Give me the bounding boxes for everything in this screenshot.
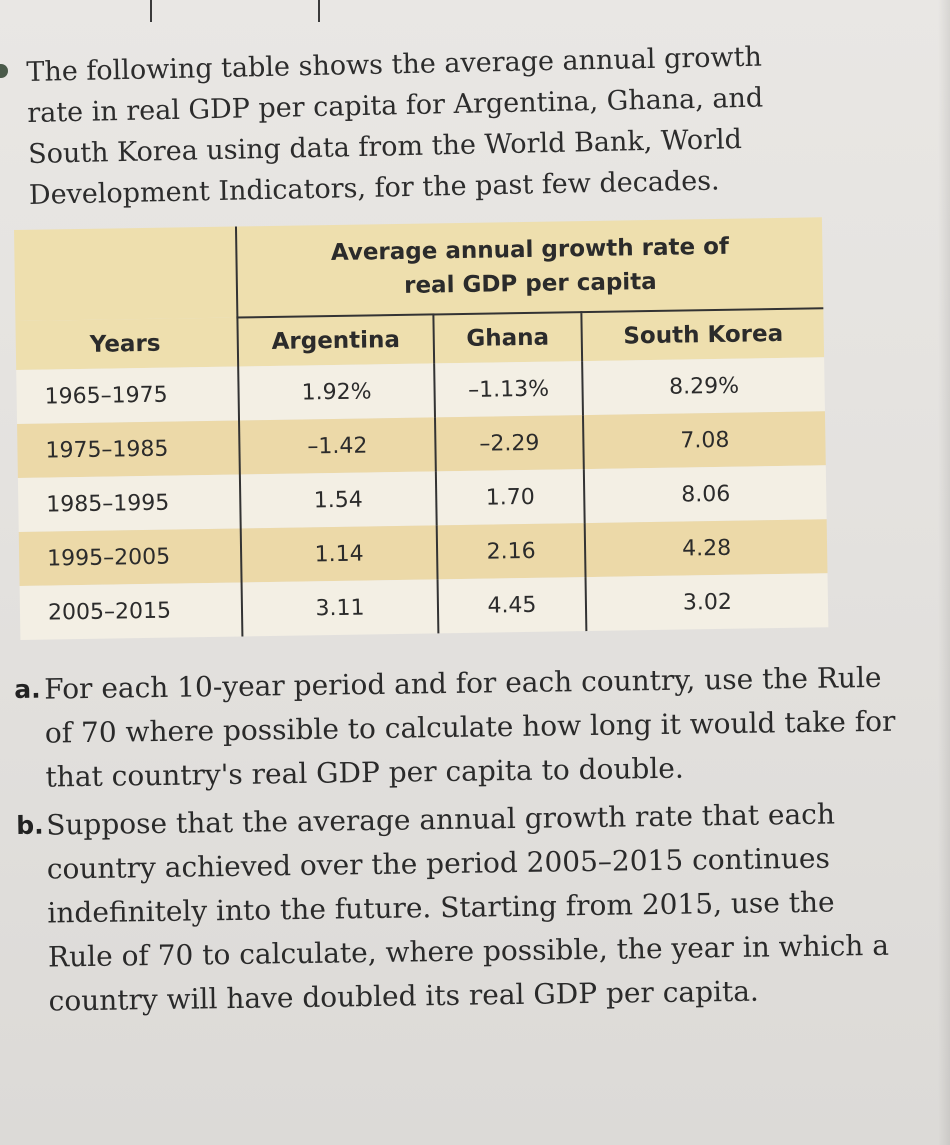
- cell-argentina: 1.14: [240, 525, 438, 583]
- column-header-south-korea: South Korea: [581, 308, 825, 362]
- cell-ghana: 4.45: [437, 577, 587, 634]
- cell-years: 1985–1995: [17, 474, 241, 532]
- top-rule-left: [150, 0, 152, 22]
- column-header-years: Years: [15, 317, 239, 370]
- cell-argentina: 1.92%: [238, 363, 435, 421]
- cell-ghana: 1.70: [435, 469, 585, 526]
- cell-years: 1975–1985: [17, 420, 240, 478]
- cell-south-korea: 4.28: [584, 519, 828, 578]
- cell-years: 1965–1975: [16, 366, 240, 424]
- cell-years: 2005–2015: [19, 582, 243, 640]
- cell-south-korea: 8.29%: [582, 357, 825, 416]
- question-a: a. For each 10-year period and for each …: [14, 656, 906, 800]
- cell-argentina: –1.42: [239, 417, 436, 475]
- cell-south-korea: 3.02: [585, 573, 829, 632]
- question-a-text: For each 10-year period and for each cou…: [44, 660, 896, 794]
- cell-argentina: 3.11: [241, 579, 439, 637]
- page-edge-shadow: [938, 0, 950, 1145]
- top-rule-right: [318, 0, 320, 22]
- question-b-label: b.: [15, 810, 44, 840]
- question-b-text: Suppose that the average annual growth r…: [45, 797, 890, 1018]
- cell-years: 1995–2005: [18, 528, 242, 586]
- questions: a. For each 10-year period and for each …: [14, 656, 909, 1028]
- question-b: b. Suppose that the average annual growt…: [16, 792, 909, 1024]
- column-header-argentina: Argentina: [237, 314, 435, 367]
- cell-ghana: –2.29: [434, 415, 584, 472]
- growth-rate-table: Average annual growth rate of real GDP p…: [14, 217, 840, 640]
- table-row: 2005–2015 3.11 4.45 3.02: [19, 573, 829, 640]
- question-a-label: a.: [14, 674, 41, 704]
- intro-paragraph: The following table shows the average an…: [26, 35, 839, 216]
- header-spacer: [14, 226, 238, 321]
- cell-ghana: –1.13%: [434, 361, 583, 418]
- column-header-ghana: Ghana: [433, 312, 583, 364]
- cell-ghana: 2.16: [436, 523, 586, 580]
- cell-south-korea: 8.06: [583, 465, 827, 524]
- margin-bullet: [0, 64, 8, 78]
- cell-south-korea: 7.08: [582, 411, 826, 470]
- cell-argentina: 1.54: [239, 471, 437, 529]
- group-header: Average annual growth rate of real GDP p…: [235, 217, 824, 318]
